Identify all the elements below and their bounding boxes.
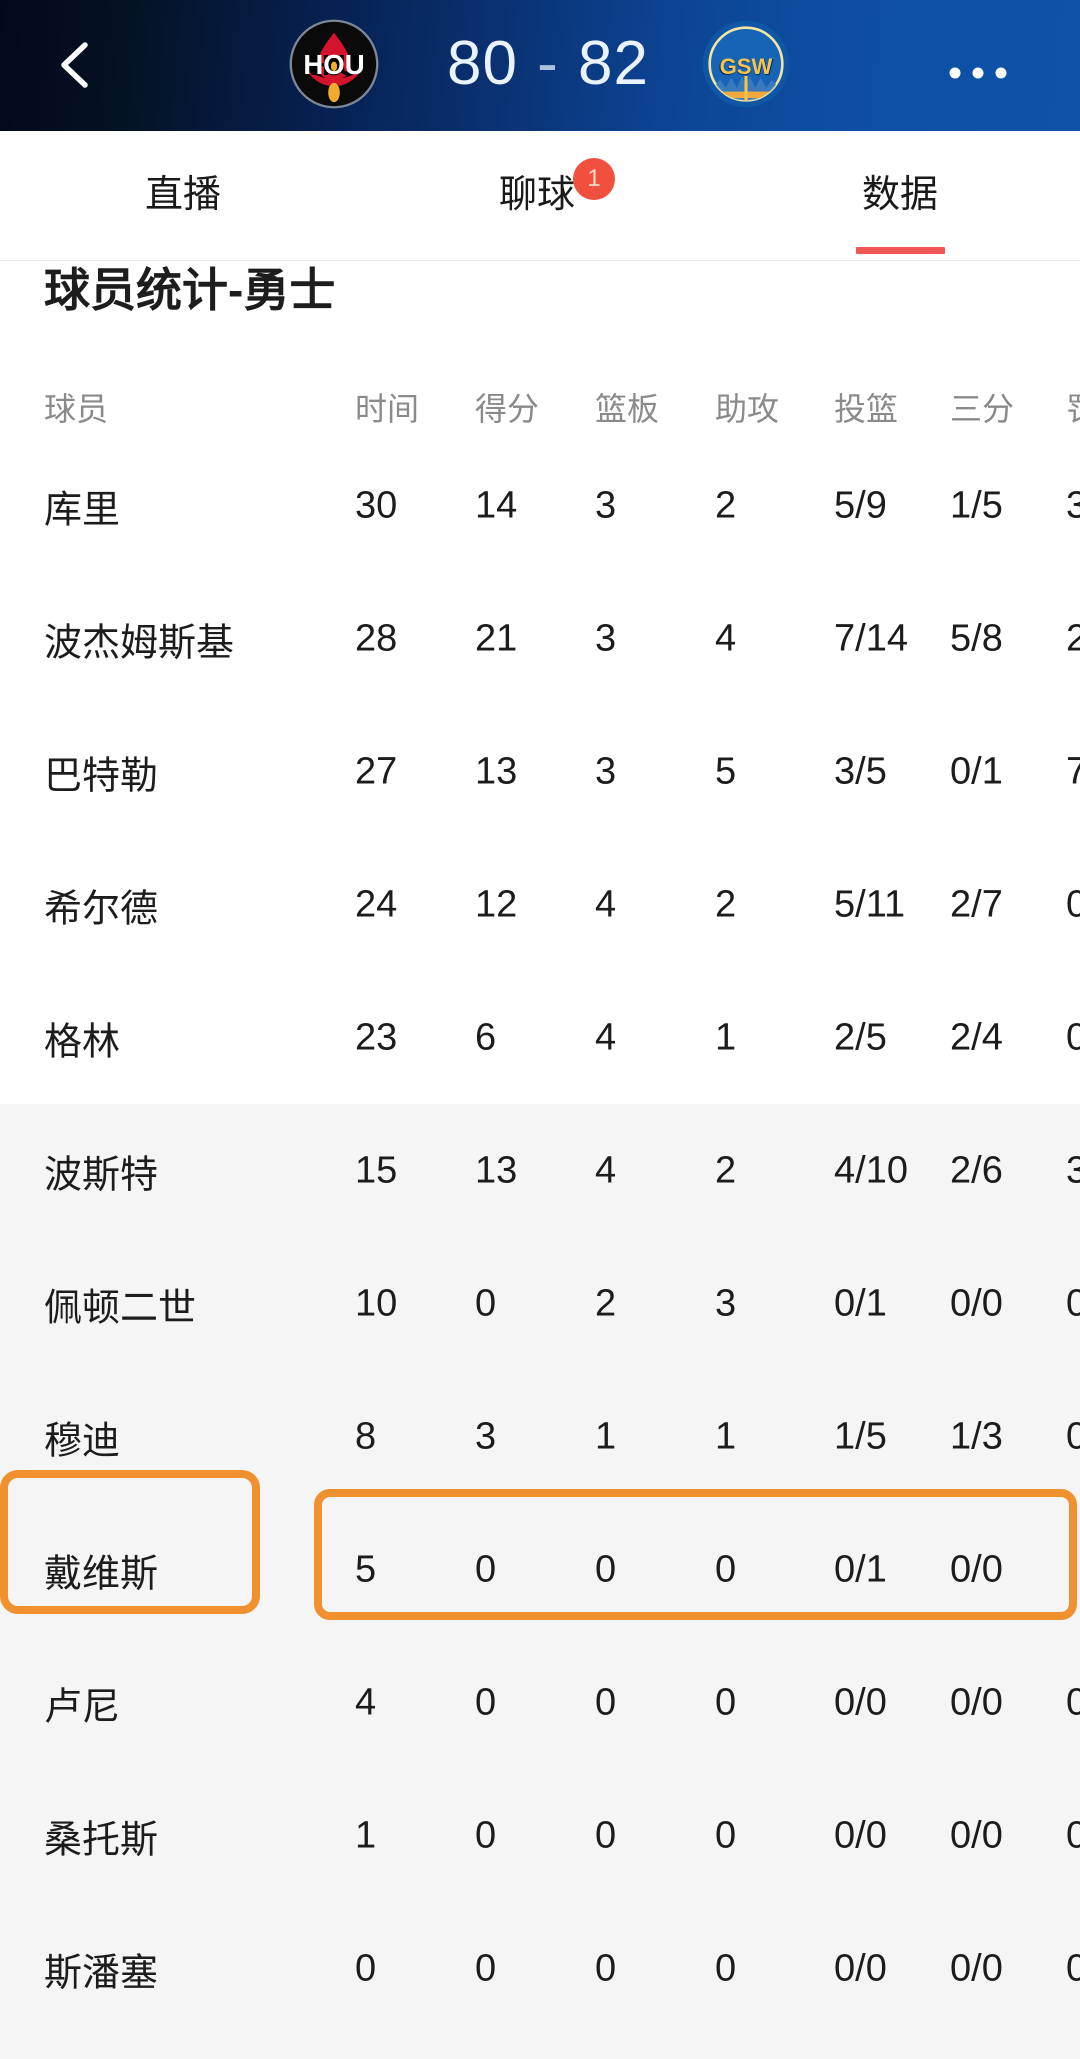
svg-text:GSW: GSW bbox=[720, 54, 773, 79]
